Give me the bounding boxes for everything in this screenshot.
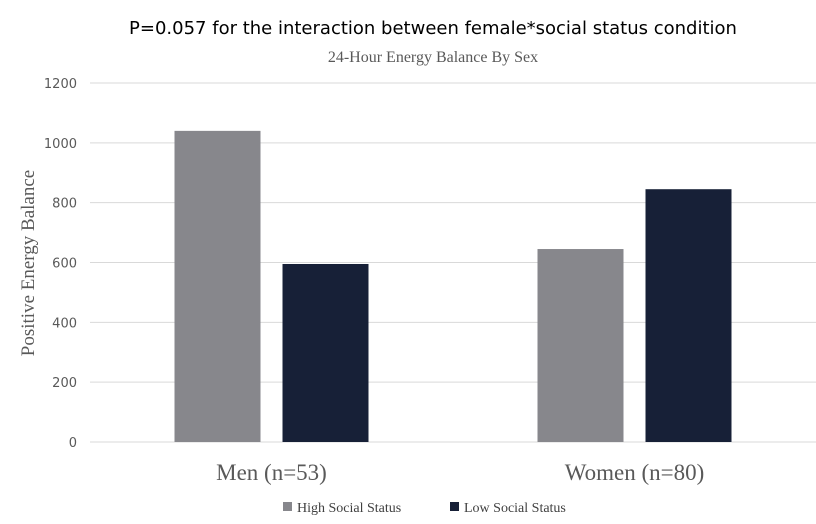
- x-axis-categories: Men (n=53) Women (n=80): [216, 460, 704, 485]
- bars: [174, 130, 732, 442]
- bar-low-social-status-1: [645, 189, 732, 442]
- y-tick-label: 1200: [44, 77, 77, 92]
- y-axis-ticks: 0 200 400 600 800 1000 1200: [44, 77, 77, 451]
- legend-swatch: [450, 502, 459, 511]
- y-tick-label: 1000: [44, 137, 77, 152]
- chart-title: P=0.057 for the interaction between fema…: [129, 18, 737, 39]
- y-tick-label: 800: [52, 197, 77, 212]
- x-category-label: Women (n=80): [565, 460, 705, 485]
- y-tick-label: 400: [52, 316, 77, 331]
- legend-swatch: [283, 502, 292, 511]
- y-axis-label: Positive Energy Balance: [18, 170, 39, 356]
- y-tick-label: 600: [52, 257, 77, 272]
- x-category-label: Men (n=53): [216, 460, 327, 485]
- bar-high-social-status-1: [537, 249, 624, 442]
- y-tick-label: 200: [52, 376, 77, 391]
- bar-low-social-status-0: [282, 263, 369, 442]
- legend: High Social Status Low Social Status: [283, 501, 566, 516]
- legend-label: High Social Status: [297, 501, 401, 516]
- chart-subtitle: 24-Hour Energy Balance By Sex: [328, 49, 538, 66]
- y-tick-label: 0: [69, 436, 77, 451]
- bar-high-social-status-0: [174, 130, 261, 442]
- legend-label: Low Social Status: [464, 501, 566, 516]
